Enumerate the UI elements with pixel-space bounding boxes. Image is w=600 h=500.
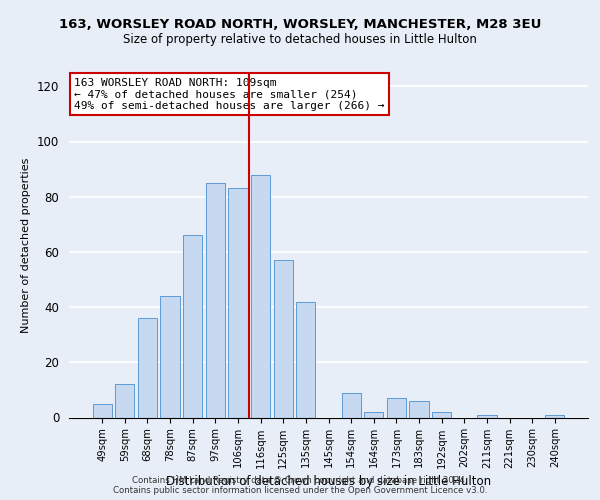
X-axis label: Distribution of detached houses by size in Little Hulton: Distribution of detached houses by size … — [166, 474, 491, 488]
Bar — [251, 174, 270, 418]
Bar — [409, 401, 428, 417]
Bar — [183, 236, 202, 418]
Text: Contains public sector information licensed under the Open Government Licence v3: Contains public sector information licen… — [113, 486, 487, 495]
Bar — [160, 296, 180, 418]
Text: 163 WORSLEY ROAD NORTH: 109sqm
← 47% of detached houses are smaller (254)
49% of: 163 WORSLEY ROAD NORTH: 109sqm ← 47% of … — [74, 78, 385, 111]
Y-axis label: Number of detached properties: Number of detached properties — [22, 158, 31, 332]
Bar — [477, 414, 497, 418]
Bar — [296, 302, 316, 418]
Bar — [92, 404, 112, 417]
Bar — [229, 188, 248, 418]
Text: Contains HM Land Registry data © Crown copyright and database right 2024.: Contains HM Land Registry data © Crown c… — [132, 476, 468, 485]
Bar — [115, 384, 134, 418]
Bar — [341, 392, 361, 417]
Bar — [274, 260, 293, 418]
Bar — [432, 412, 451, 418]
Text: Size of property relative to detached houses in Little Hulton: Size of property relative to detached ho… — [123, 32, 477, 46]
Bar — [138, 318, 157, 418]
Bar — [206, 183, 225, 418]
Text: 163, WORSLEY ROAD NORTH, WORSLEY, MANCHESTER, M28 3EU: 163, WORSLEY ROAD NORTH, WORSLEY, MANCHE… — [59, 18, 541, 30]
Bar — [545, 414, 565, 418]
Bar — [387, 398, 406, 417]
Bar — [364, 412, 383, 418]
